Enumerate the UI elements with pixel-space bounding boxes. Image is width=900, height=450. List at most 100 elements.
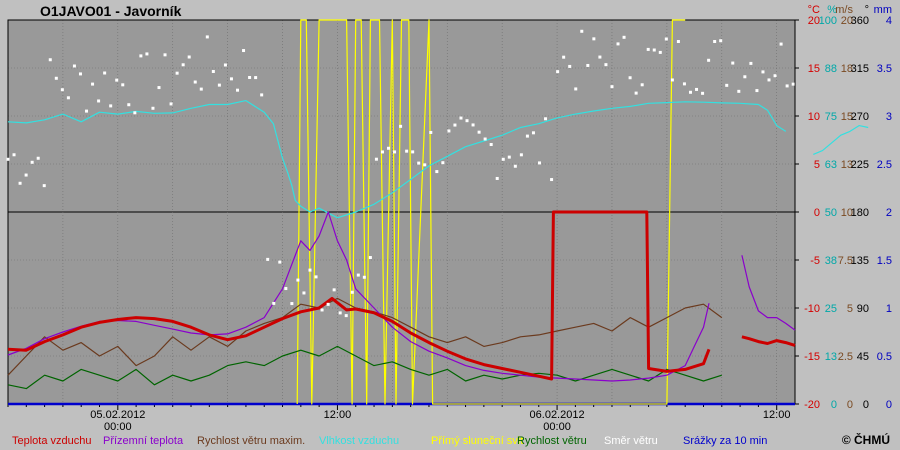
wind-direction-point [695, 87, 699, 91]
wind-direction-point [429, 130, 433, 134]
y-tick-label: 20 [841, 15, 853, 27]
wind-direction-point [320, 308, 324, 312]
y-tick-label: -15 [804, 351, 820, 363]
y-tick-label: 18 [841, 63, 853, 75]
wind-direction-point [682, 82, 686, 86]
y-tick-label: 13 [841, 159, 853, 171]
series-vlhkost-vzduchu [7, 100, 869, 219]
y-tick-label: 50 [825, 207, 837, 219]
y-tick-label: 90 [857, 303, 869, 315]
wind-direction-point [640, 83, 644, 87]
legend-entry: Vlhkost vzduchu [319, 435, 399, 447]
y-tick-label: -10 [804, 303, 820, 315]
y-tick-label: 45 [857, 351, 869, 363]
y-tick-label: 20 [808, 15, 820, 27]
wind-direction-point [519, 153, 523, 157]
wind-direction-point [42, 184, 46, 188]
wind-direction-point [332, 288, 336, 292]
y-tick-label: -5 [810, 255, 820, 267]
wind-direction-point [72, 64, 76, 68]
y-tick-label: 63 [825, 159, 837, 171]
legend-entry: Srážky za 10 min [683, 435, 767, 447]
wind-direction-point [356, 273, 360, 277]
wind-direction-point [489, 143, 493, 147]
wind-direction-point [326, 302, 330, 306]
wind-direction-point [12, 153, 16, 157]
y-tick-label: 0.5 [877, 351, 892, 363]
wind-direction-point [761, 70, 765, 74]
y-tick-label: 75 [825, 111, 837, 123]
wind-direction-point [54, 76, 58, 80]
y-tick-label: 360 [851, 15, 869, 27]
wind-direction-point [501, 157, 505, 161]
y-tick-label: 1.5 [877, 255, 892, 267]
wind-direction-point [175, 71, 179, 75]
wind-direction-point [550, 178, 554, 182]
wind-direction-point [85, 109, 89, 113]
y-tick-label: 315 [851, 63, 869, 75]
y-tick-label: 135 [851, 255, 869, 267]
wind-direction-point [622, 35, 626, 39]
wind-direction-point [435, 170, 439, 174]
wind-direction-point [405, 149, 409, 153]
y-tick-label: 25 [825, 303, 837, 315]
wind-direction-point [223, 63, 227, 67]
wind-direction-point [24, 173, 28, 177]
wind-direction-point [163, 53, 167, 57]
wind-direction-point [688, 90, 692, 94]
wind-direction-point [477, 130, 481, 134]
wind-direction-point [731, 61, 735, 65]
wind-direction-point [6, 157, 10, 161]
wind-direction-point [652, 48, 656, 52]
wind-direction-point [169, 102, 173, 106]
y-tick-label: 0 [863, 399, 869, 411]
wind-direction-point [254, 76, 258, 80]
wind-direction-point [66, 96, 70, 100]
wind-direction-point [181, 63, 185, 67]
x-tick-date: 05.02.2012 [90, 409, 145, 421]
wind-direction-point [296, 278, 300, 282]
wind-direction-point [544, 117, 548, 121]
wind-direction-point [121, 83, 125, 87]
x-tick-time: 12:00 [324, 409, 352, 421]
wind-direction-point [483, 137, 487, 141]
wind-direction-point [97, 99, 101, 103]
legend-entry: Rychlost větru maxim. [197, 435, 305, 447]
wind-direction-point [719, 39, 723, 43]
wind-direction-point [278, 260, 282, 264]
legend-entry: Směr větru [604, 435, 658, 447]
wind-direction-point [338, 311, 342, 315]
wind-direction-point [272, 301, 276, 305]
x-tick-time: 00:00 [104, 421, 132, 433]
wind-direction-point [187, 55, 191, 59]
wind-direction-point [91, 82, 95, 86]
y-tick-label: 0 [886, 399, 892, 411]
legend-entry: Přízemní teplota [103, 435, 184, 447]
series-teplota-vzduchu [7, 210, 796, 381]
wind-direction-point [18, 181, 22, 185]
wind-direction-point [453, 123, 457, 127]
wind-direction-point [743, 75, 747, 79]
wind-direction-point [423, 163, 427, 167]
y-tick-label: 2 [886, 207, 892, 219]
y-tick-label: 100 [819, 15, 837, 27]
wind-direction-point [290, 302, 294, 306]
wind-direction-point [471, 123, 475, 127]
y-tick-label: 5 [847, 303, 853, 315]
wind-direction-point [157, 86, 161, 90]
wind-direction-point [362, 275, 366, 279]
axis-unit: mm [874, 4, 892, 16]
wind-direction-point [513, 164, 517, 168]
wind-direction-point [628, 76, 632, 80]
wind-direction-point [773, 74, 777, 78]
wind-direction-point [145, 52, 149, 56]
y-tick-label: 0 [814, 207, 820, 219]
wind-direction-point [537, 161, 541, 165]
axis-unit: % [827, 4, 837, 16]
y-tick-label: 3 [886, 111, 892, 123]
wind-direction-point [670, 78, 674, 82]
wind-direction-point [236, 88, 240, 92]
wind-direction-point [350, 290, 354, 294]
legend-entry: Přímý sluneční svit [431, 435, 523, 447]
